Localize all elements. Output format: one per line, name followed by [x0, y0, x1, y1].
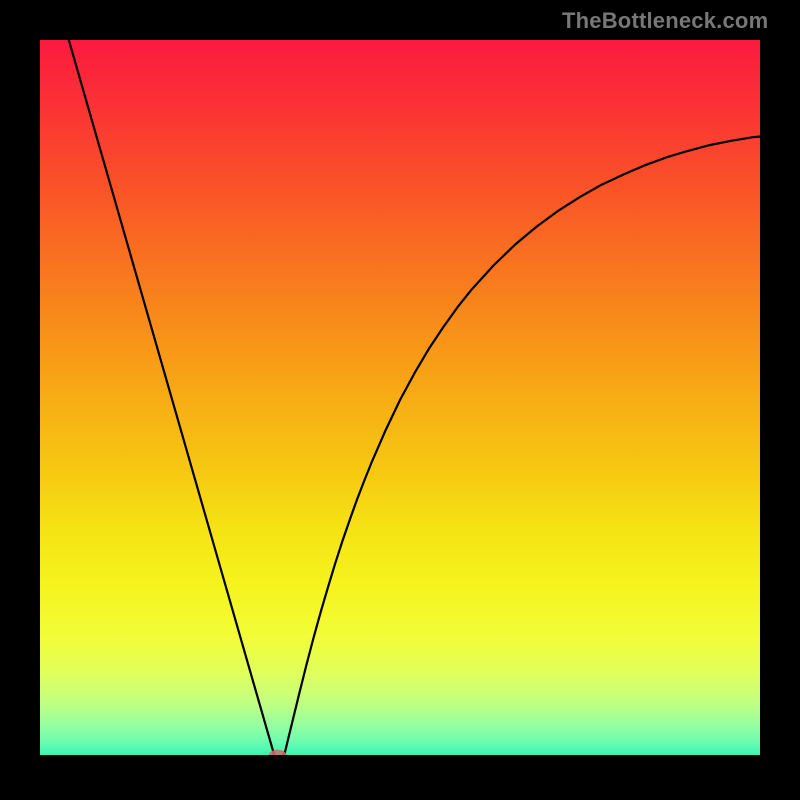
plot-area	[40, 40, 760, 760]
watermark-label: TheBottleneck.com	[562, 8, 768, 34]
bottom-strip	[40, 755, 760, 760]
chart-svg	[40, 40, 760, 760]
